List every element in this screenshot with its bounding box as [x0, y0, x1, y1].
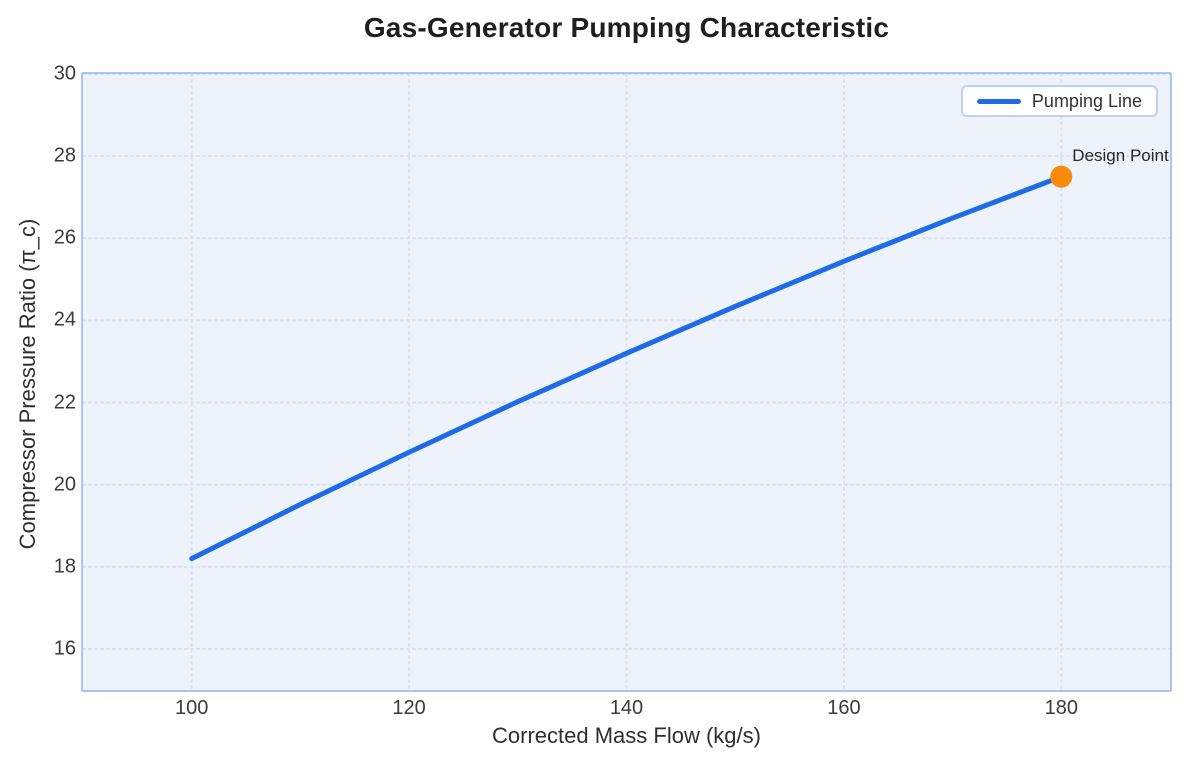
y-tick-label: 18 — [53, 555, 76, 578]
x-tick-label: 160 — [827, 697, 861, 719]
x-tick-label: 120 — [392, 697, 426, 719]
y-tick-label: 28 — [53, 144, 76, 167]
plot-canvas — [83, 74, 1170, 690]
design-point-marker — [1050, 165, 1073, 188]
legend: Pumping Line — [960, 85, 1158, 117]
y-tick-label: 26 — [53, 226, 76, 249]
legend-label: Pumping Line — [1031, 90, 1142, 111]
x-tick-label: 140 — [609, 697, 644, 719]
x-tick-label: 100 — [175, 697, 209, 719]
y-tick-label: 24 — [53, 308, 76, 331]
y-tick-label: 20 — [53, 473, 76, 496]
design-point-label: Design Point — [1072, 145, 1169, 165]
y-axis-title: Compressor Pressure Ratio (π_c) — [15, 218, 40, 550]
legend-line-swatch — [976, 98, 1021, 104]
x-axis-title: Corrected Mass Flow (kg/s) — [492, 723, 761, 748]
y-tick-label: 16 — [53, 637, 76, 660]
y-tick-label: 30 — [53, 62, 76, 85]
chart-title: Gas-Generator Pumping Characteristic — [363, 12, 890, 43]
pumping-line-series — [189, 174, 1064, 562]
x-tick-label: 180 — [1044, 697, 1078, 719]
y-tick-label: 22 — [53, 391, 76, 414]
plot-area — [81, 72, 1172, 692]
